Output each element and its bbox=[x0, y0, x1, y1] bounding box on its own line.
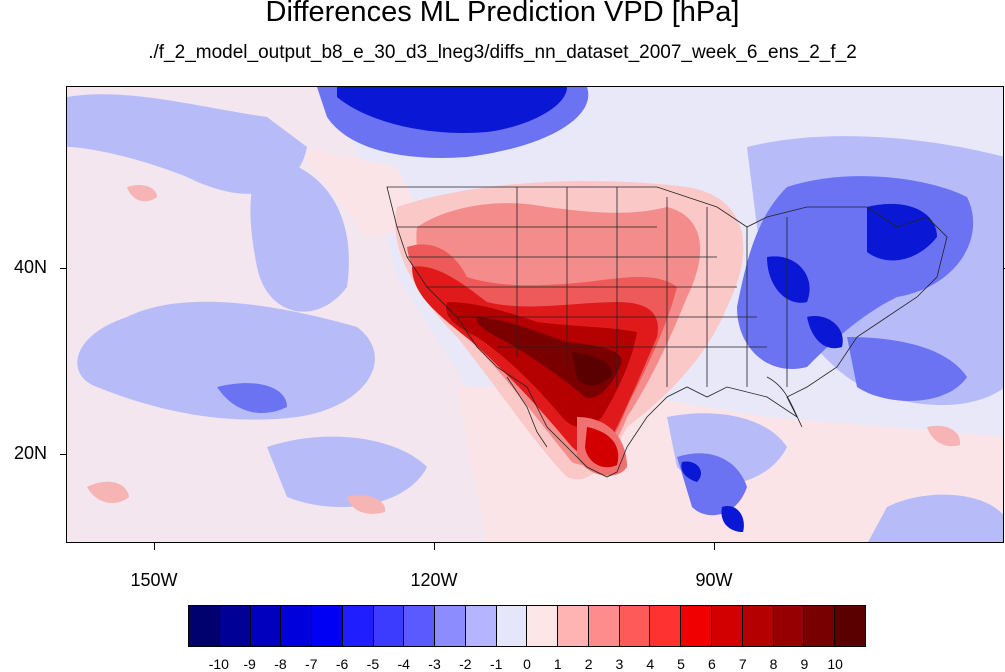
colorbar-box bbox=[342, 606, 374, 646]
colorbar-box bbox=[281, 606, 313, 646]
lat-label-20n: 20N bbox=[14, 443, 48, 463]
colorbar-box bbox=[681, 606, 713, 646]
tick-lon-120 bbox=[434, 543, 435, 550]
colorbar-label: -6 bbox=[335, 656, 349, 672]
tick-lon-150 bbox=[154, 543, 155, 550]
positive-continental-anomaly bbox=[395, 181, 744, 480]
tick-lat-20 bbox=[60, 454, 66, 455]
colorbar-label: 5 bbox=[677, 656, 685, 672]
colorbar-label: -4 bbox=[397, 656, 410, 672]
strong-negative-zones bbox=[337, 87, 937, 532]
colorbar-box bbox=[312, 606, 343, 646]
colorbar-box bbox=[619, 606, 651, 646]
lon-label-120w: 120W bbox=[410, 570, 458, 590]
colorbar-box bbox=[435, 606, 466, 646]
colorbar bbox=[188, 605, 866, 647]
colorbar-box bbox=[250, 606, 282, 646]
colorbar-box bbox=[650, 606, 682, 646]
colorbar-label: -7 bbox=[305, 656, 318, 672]
colorbar-box bbox=[527, 606, 559, 646]
colorbar-label: -3 bbox=[428, 656, 441, 672]
map-canvas bbox=[67, 87, 1003, 542]
colorbar-label: -10 bbox=[208, 656, 229, 672]
lat-label-40n: 40N bbox=[14, 257, 48, 277]
map-subtitle: ./f_2_model_output_b8_e_30_d3_lneg3/diff… bbox=[148, 42, 857, 63]
mexico-positive-anomaly bbox=[577, 417, 627, 476]
colorbar-box bbox=[404, 606, 436, 646]
colorbar-label: -5 bbox=[366, 656, 380, 672]
vpd-difference-map bbox=[66, 86, 1004, 543]
colorbar-label: 3 bbox=[615, 656, 624, 672]
colorbar-label: 1 bbox=[553, 656, 562, 672]
lon-label-150w: 150W bbox=[130, 570, 178, 590]
colorbar-box bbox=[558, 606, 589, 646]
colorbar-label: 6 bbox=[708, 656, 716, 672]
colorbar-label: -9 bbox=[243, 656, 256, 672]
colorbar-box bbox=[373, 606, 405, 646]
colorbar-box bbox=[742, 606, 774, 646]
colorbar-box bbox=[588, 606, 620, 646]
colorbar-label: 4 bbox=[646, 656, 655, 672]
lon-label-90w: 90W bbox=[695, 570, 733, 590]
colorbar-box bbox=[219, 606, 251, 646]
colorbar-box bbox=[835, 606, 865, 646]
colorbar-label: -1 bbox=[489, 656, 503, 672]
ocean-positive-patches bbox=[87, 185, 961, 514]
colorbar-box bbox=[496, 606, 528, 646]
map-title: Differences ML Prediction VPD [hPa] bbox=[265, 0, 740, 28]
colorbar-label: 10 bbox=[827, 656, 843, 672]
colorbar-label: -2 bbox=[459, 656, 472, 672]
coastlines-and-borders bbox=[386, 186, 948, 478]
colorbar-label: -8 bbox=[274, 656, 287, 672]
colorbar-box bbox=[465, 606, 497, 646]
tick-lon-90 bbox=[714, 543, 715, 550]
colorbar-label: 8 bbox=[769, 656, 778, 672]
colorbar-label: 2 bbox=[584, 656, 593, 672]
colorbar-label: 7 bbox=[738, 656, 747, 672]
colorbar-box bbox=[189, 606, 220, 646]
colorbar-label: 9 bbox=[800, 656, 809, 672]
colorbar-box bbox=[712, 606, 743, 646]
colorbar-label: 0 bbox=[523, 656, 531, 672]
tick-lat-40 bbox=[60, 268, 66, 269]
colorbar-box bbox=[773, 606, 805, 646]
colorbar-box bbox=[804, 606, 836, 646]
